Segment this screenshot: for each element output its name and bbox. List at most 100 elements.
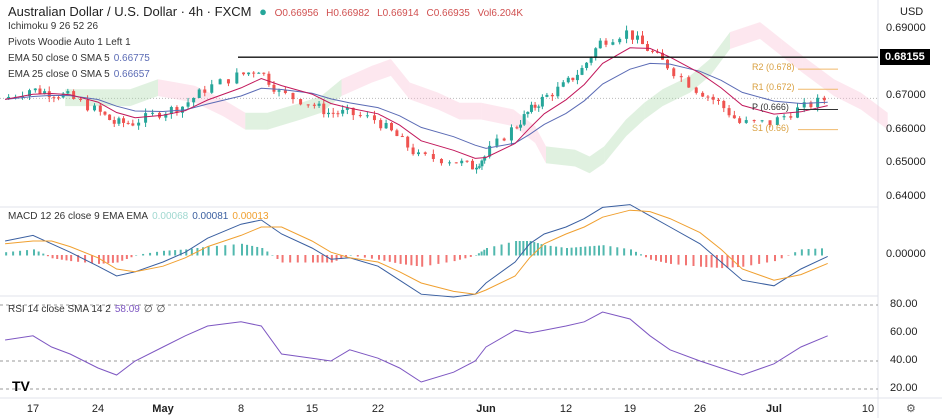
symbol-title[interactable]: Australian Dollar / U.S. Dollar · 4h · F… bbox=[8, 4, 252, 19]
candle-body bbox=[28, 90, 32, 97]
rsi-tick-label: 40.00 bbox=[890, 354, 918, 366]
candle-body bbox=[151, 112, 155, 114]
macd-tick-label: 0.00000 bbox=[886, 248, 926, 260]
macd-histogram-bar bbox=[677, 255, 680, 265]
candle-body bbox=[38, 88, 42, 94]
candle-body bbox=[117, 118, 121, 124]
resistance-price-badge: 0.68155 bbox=[880, 49, 930, 65]
candle-body bbox=[580, 67, 584, 75]
candle-body bbox=[345, 107, 349, 110]
candle-body bbox=[358, 115, 362, 117]
candle-body bbox=[108, 114, 112, 121]
candle-body bbox=[822, 97, 826, 101]
macd-histogram-bar bbox=[335, 255, 338, 261]
date-tick-label: 12 bbox=[559, 403, 573, 415]
candle-body bbox=[131, 123, 135, 126]
rsi-line bbox=[5, 311, 828, 383]
pivot-label: S1 (0.66) bbox=[752, 122, 790, 133]
ichimoku-cloud-segment bbox=[644, 89, 663, 120]
macd-histogram-bar bbox=[383, 255, 386, 261]
macd-histogram-bar bbox=[477, 253, 480, 256]
macd-histogram-bar bbox=[814, 248, 817, 256]
macd-histogram-bar bbox=[415, 255, 418, 266]
ichimoku-cloud-segment bbox=[535, 126, 546, 164]
macd-label: MACD 12 26 close 9 EMA EMA bbox=[8, 211, 149, 222]
ichimoku-cloud-segment bbox=[834, 79, 861, 110]
macd-histogram-bar bbox=[787, 255, 790, 256]
candle-body bbox=[495, 138, 499, 146]
candle-body bbox=[267, 73, 271, 85]
macd-signal-value: 0.00013 bbox=[232, 211, 269, 222]
tradingview-logo[interactable]: TV bbox=[12, 378, 30, 394]
macd-legend[interactable]: MACD 12 26 close 9 EMA EMA 0.00068 0.00081… bbox=[8, 211, 273, 222]
date-tick-label: 22 bbox=[371, 403, 385, 415]
candle-body bbox=[722, 100, 726, 109]
pivots-legend[interactable]: Pivots Woodie Auto 1 Left 1 bbox=[8, 37, 131, 48]
candle-body bbox=[365, 115, 369, 117]
ema25-legend[interactable]: EMA 25 close 0 SMA 5 0.66657 bbox=[8, 69, 154, 80]
macd-histogram-bar bbox=[246, 244, 249, 256]
macd-histogram-bar bbox=[464, 255, 467, 259]
candle-body bbox=[395, 130, 399, 137]
macd-histogram-bar bbox=[340, 255, 343, 259]
ichimoku-cloud-segment bbox=[130, 79, 158, 107]
candle-body bbox=[431, 153, 435, 159]
macd-histogram-bar bbox=[715, 255, 718, 268]
candle-body bbox=[327, 112, 330, 115]
candle-body bbox=[86, 99, 90, 111]
macd-histogram-bar bbox=[304, 255, 307, 263]
rsi-legend[interactable]: RSI 14 close SMA 14 2 58.09 ∅ ∅ bbox=[8, 304, 169, 315]
ohlc-high: H0.66982 bbox=[326, 8, 370, 19]
ema50-legend[interactable]: EMA 50 close 0 SMA 5 0.66775 bbox=[8, 53, 154, 64]
macd-histogram-bar bbox=[515, 241, 518, 256]
macd-histogram-bar bbox=[800, 249, 803, 256]
candle-body bbox=[262, 72, 266, 74]
macd-histogram-bar bbox=[507, 242, 510, 256]
rsi-tick-label: 60.00 bbox=[890, 326, 918, 338]
macd-histogram-bar bbox=[149, 252, 152, 256]
macd-histogram-bar bbox=[453, 255, 456, 262]
candle-body bbox=[336, 113, 340, 115]
macd-histogram-bar bbox=[356, 255, 359, 257]
candle-body bbox=[112, 120, 116, 124]
ichimoku-cloud-segment bbox=[223, 99, 246, 130]
candle-body bbox=[585, 62, 589, 68]
macd-histogram-bar bbox=[130, 255, 133, 258]
macd-histogram-bar bbox=[84, 255, 87, 263]
candle-body bbox=[556, 86, 560, 97]
date-tick-label: 19 bbox=[623, 403, 637, 415]
candle-body bbox=[775, 117, 779, 126]
candle-body bbox=[752, 120, 756, 122]
settings-gear-icon[interactable]: ⚙ bbox=[906, 403, 916, 415]
candle-body bbox=[625, 30, 629, 39]
candle-body bbox=[717, 99, 720, 101]
macd-histogram-bar bbox=[232, 244, 235, 256]
macd-histogram-bar bbox=[692, 255, 695, 266]
macd-histogram-bar bbox=[766, 255, 769, 263]
candle-body bbox=[175, 107, 179, 113]
candle-body bbox=[322, 103, 326, 115]
ema25-label: EMA 25 close 0 SMA 5 bbox=[8, 69, 110, 80]
macd-histogram-bar bbox=[224, 245, 227, 256]
candle-body bbox=[331, 112, 335, 114]
candle-body bbox=[351, 107, 355, 116]
macd-histogram-bar bbox=[102, 255, 105, 264]
candle-body bbox=[66, 91, 70, 94]
candle-body bbox=[641, 35, 644, 45]
macd-histogram-bar bbox=[609, 246, 612, 256]
candle-body bbox=[744, 120, 748, 123]
price-tick-label: 0.67000 bbox=[886, 89, 926, 101]
candle-body bbox=[672, 68, 676, 77]
candle-body bbox=[448, 162, 452, 164]
ichimoku-legend[interactable]: Ichimoku 9 26 52 26 bbox=[8, 21, 99, 32]
macd-value: 0.00081 bbox=[192, 211, 229, 222]
candle-body bbox=[79, 98, 83, 100]
ichimoku-cloud-segment bbox=[589, 146, 605, 174]
macd-histogram-bar bbox=[500, 244, 503, 256]
macd-histogram-bar bbox=[705, 255, 708, 268]
macd-histogram-bar bbox=[121, 255, 124, 261]
candle-body bbox=[661, 52, 664, 60]
candle-body bbox=[164, 113, 168, 118]
macd-signal-line bbox=[5, 209, 828, 295]
